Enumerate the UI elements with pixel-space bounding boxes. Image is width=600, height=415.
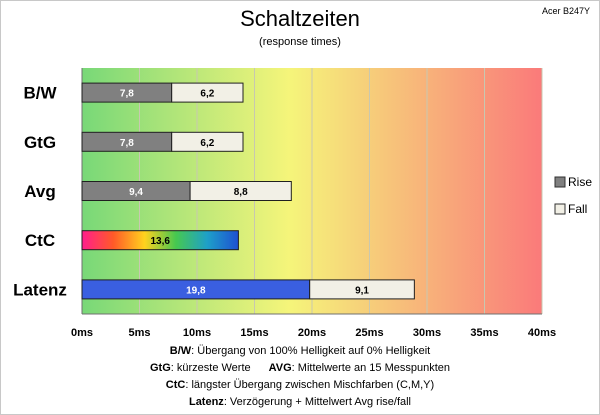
bar-fall-label-latenz: 9,1 [355,285,369,296]
x-tick-label-5: 25ms [355,327,383,339]
legend-label-fall: Fall [568,202,587,216]
x-tick-label-0: 0ms [71,327,93,339]
note-avg-key: AVG [268,362,292,374]
note-bw-text: : Übergang von 100% Helligkeit auf 0% He… [191,345,431,357]
bar-fall-label-bw: 6,2 [200,89,214,100]
legend-swatch-rise [554,176,566,188]
bar-label-ctc: 13,6 [150,236,170,247]
note-bw: B/W: Übergang von 100% Helligkeit auf 0%… [0,343,600,360]
bar-rise-label-gtg: 7,8 [120,138,134,149]
bar-fall-bw [171,82,244,103]
bar-fall-latenz [309,279,415,300]
bar-fall-gtg [171,131,244,152]
note-ctc-key: CtC [165,379,186,391]
x-tick-label-2: 10ms [183,327,211,339]
bar-rise-label-latenz: 19,8 [186,285,206,296]
bar-ctc [81,230,239,251]
chart-title: Schaltzeiten [240,6,360,31]
legend-swatch-fall [554,203,566,215]
x-tick-label-7: 35ms [470,327,498,339]
category-label-avg: Avg [24,182,56,201]
note-bw-key: B/W [169,345,192,357]
category-label-bw: B/W [23,84,57,103]
category-label-latenz: Latenz [13,280,67,299]
note-latenz-text: : Verzögerung + Mittelwert Avg rise/fall [223,396,412,408]
chart-notes: B/W: Übergang von 100% Helligkeit auf 0%… [0,343,600,411]
note-gtg-text: : kürzeste Werte [170,362,251,374]
note-gtg-key: GtG [149,362,171,374]
x-tick-label-8: 40ms [528,327,556,339]
bar-fall-label-avg: 8,8 [234,187,248,198]
bar-fall-label-gtg: 6,2 [200,138,214,149]
legend-label-rise: Rise [568,175,592,189]
note-latenz-key: Latenz [188,396,224,408]
x-tick-label-1: 5ms [128,327,150,339]
note-ctc-text: : längster Übergang zwischen Mischfarben… [185,379,435,391]
note-latenz: Latenz: Verzögerung + Mittelwert Avg ris… [0,394,600,411]
x-tick-label-6: 30ms [413,327,441,339]
x-tick-label-4: 20ms [298,327,326,339]
monitor-model-label: Acer B247Y [541,6,590,16]
note-gtg-avg: GtG: kürzeste Werte AVG: Mittelwerte an 1… [0,360,600,377]
x-tick-label-3: 15ms [240,327,268,339]
category-label-ctc: CtC [25,231,55,250]
note-ctc: CtC: längster Übergang zwischen Mischfar… [0,377,600,394]
bar-fall-avg [189,181,292,201]
bar-rise-label-bw: 7,8 [120,89,134,100]
bar-rise-label-avg: 9,4 [129,187,143,198]
chart-subtitle: (response times) [259,36,341,48]
category-label-gtg: GtG [24,133,56,152]
note-avg-text: : Mittelwerte an 15 Messpunkten [291,362,451,374]
